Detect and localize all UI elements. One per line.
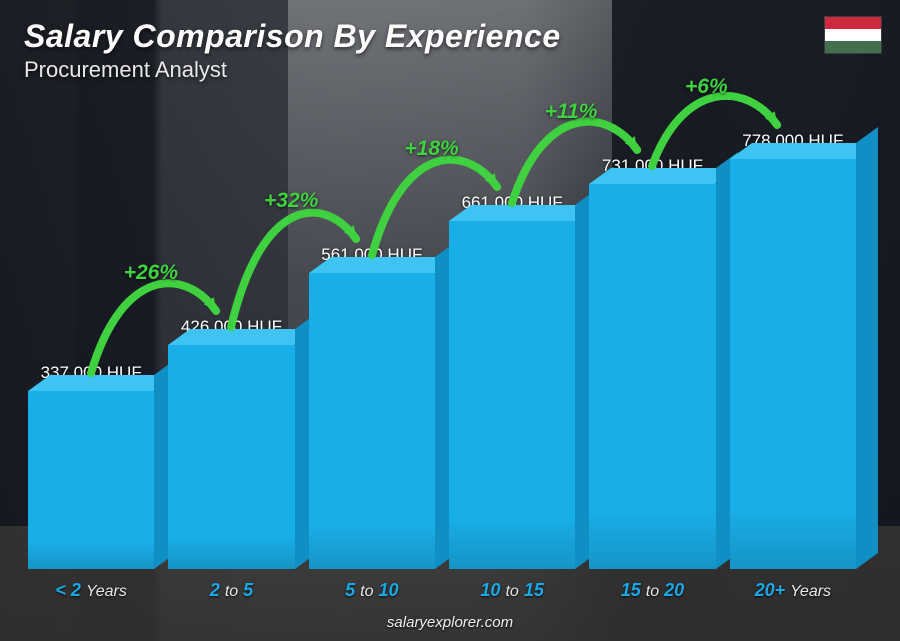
bar-side-face [856, 127, 878, 569]
bar [28, 391, 154, 569]
flag-stripe-3 [825, 41, 881, 53]
chart-column: 661,000 HUF [449, 193, 575, 569]
x-axis: < 2 Years 2 to 5 5 to 10 10 to 15 15 to 20 20… [28, 580, 856, 601]
bar [449, 221, 575, 569]
bar-front-face [589, 184, 715, 569]
flag-icon [824, 16, 882, 54]
chart-column: 561,000 HUF [309, 245, 435, 569]
flag-stripe-2 [825, 29, 881, 41]
page-title: Salary Comparison By Experience [24, 18, 561, 55]
chart-column: 731,000 HUF [589, 156, 715, 569]
bar-front-face [730, 159, 856, 569]
bar [589, 184, 715, 569]
bar-front-face [309, 273, 435, 569]
bar [309, 273, 435, 569]
bar [730, 159, 856, 569]
bar [168, 345, 294, 569]
bar-front-face [449, 221, 575, 569]
footer-attribution: salaryexplorer.com [0, 614, 900, 631]
x-axis-label: < 2 Years [28, 580, 154, 601]
x-axis-label: 2 to 5 [168, 580, 294, 601]
x-axis-label: 10 to 15 [449, 580, 575, 601]
header: Salary Comparison By Experience Procurem… [24, 18, 561, 83]
bar-front-face [28, 391, 154, 569]
x-axis-label: 20+ Years [730, 580, 856, 601]
x-axis-label: 5 to 10 [309, 580, 435, 601]
bar-front-face [168, 345, 294, 569]
x-axis-label: 15 to 20 [589, 580, 715, 601]
salary-bar-chart: 337,000 HUF426,000 HUF561,000 HUF661,000… [28, 110, 856, 569]
chart-column: 778,000 HUF [730, 131, 856, 569]
chart-column: 426,000 HUF [168, 317, 294, 569]
page-subtitle: Procurement Analyst [24, 57, 561, 83]
flag-stripe-1 [825, 17, 881, 29]
chart-column: 337,000 HUF [28, 363, 154, 569]
